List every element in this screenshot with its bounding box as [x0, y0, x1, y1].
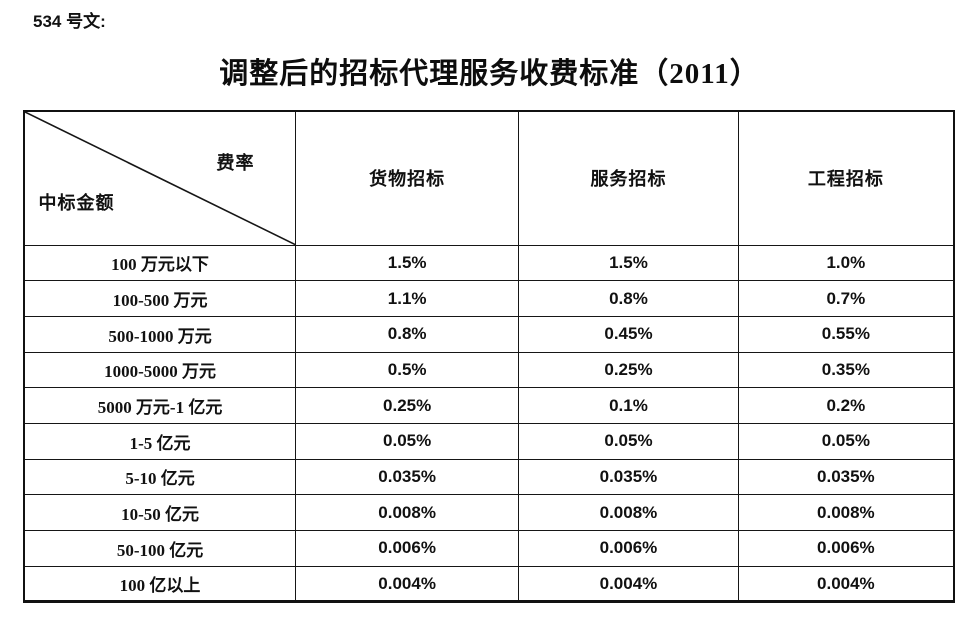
rate-cell: 0.2%: [737, 387, 955, 424]
table-row: 1000-5000 万元 0.5% 0.25% 0.35%: [23, 351, 955, 389]
doc-number-label: 534 号文:: [33, 12, 106, 31]
row-label-cell: 1000-5000 万元: [23, 351, 297, 389]
rate-cell: 0.1%: [518, 387, 739, 424]
rate-cell: 0.008%: [518, 494, 739, 531]
rate-cell: 0.035%: [295, 458, 520, 496]
corner-label-rate: 费率: [216, 153, 255, 174]
page-title: 调整后的招标代理服务收费标准（2011）: [219, 58, 760, 90]
rate-cell: 0.035%: [737, 458, 955, 496]
rate-cell: 0.006%: [737, 530, 955, 567]
rate-cell: 0.05%: [737, 422, 955, 460]
row-label-cell: 100-500 万元: [23, 280, 297, 317]
rate-cell: 0.35%: [737, 351, 955, 389]
rate-cell: 0.8%: [295, 315, 520, 353]
row-label-cell: 500-1000 万元: [23, 315, 297, 353]
rate-cell: 0.25%: [518, 351, 739, 389]
table-row: 5-10 亿元 0.035% 0.035% 0.035%: [23, 458, 955, 496]
rate-cell: 0.006%: [295, 530, 520, 567]
row-label-cell: 10-50 亿元: [23, 494, 297, 531]
rate-cell: 0.8%: [518, 280, 739, 317]
corner-label-amount: 中标金额: [38, 193, 115, 214]
rate-cell: 0.035%: [518, 458, 739, 496]
rate-cell: 0.008%: [737, 494, 955, 531]
column-header-engineering: 工程招标: [737, 110, 955, 246]
table-row: 10-50 亿元 0.008% 0.008% 0.008%: [23, 494, 955, 531]
table-row: 50-100 亿元 0.006% 0.006% 0.006%: [23, 530, 955, 567]
rate-cell: 0.7%: [737, 280, 955, 317]
rate-cell: 1.0%: [737, 244, 955, 282]
rate-cell: 0.008%: [295, 494, 520, 531]
rate-cell: 0.004%: [295, 565, 520, 603]
rate-cell: 0.45%: [518, 315, 739, 353]
rate-cell: 0.05%: [295, 422, 520, 460]
row-label-cell: 1-5 亿元: [23, 422, 297, 460]
row-label-cell: 5000 万元-1 亿元: [23, 387, 297, 424]
column-header-services: 服务招标: [518, 110, 739, 246]
diagonal-divider-line: [25, 112, 295, 245]
rate-cell: 0.05%: [518, 422, 739, 460]
table-header-row: 费率 中标金额 货物招标 服务招标 工程招标: [23, 110, 955, 246]
rate-cell: 1.1%: [295, 280, 520, 317]
rate-cell: 0.006%: [518, 530, 739, 567]
table-row: 5000 万元-1 亿元 0.25% 0.1% 0.2%: [23, 387, 955, 424]
table-row: 100 万元以下 1.5% 1.5% 1.0%: [23, 244, 955, 282]
rate-cell: 0.004%: [737, 565, 955, 603]
rate-cell: 0.004%: [518, 565, 739, 603]
rate-cell: 0.55%: [737, 315, 955, 353]
table-row: 1-5 亿元 0.05% 0.05% 0.05%: [23, 422, 955, 460]
table-row: 500-1000 万元 0.8% 0.45% 0.55%: [23, 315, 955, 353]
rate-cell: 1.5%: [518, 244, 739, 282]
row-label-cell: 5-10 亿元: [23, 458, 297, 496]
rate-cell: 0.5%: [295, 351, 520, 389]
row-label-cell: 100 亿以上: [23, 565, 297, 603]
rate-cell: 1.5%: [295, 244, 520, 282]
row-label-cell: 50-100 亿元: [23, 530, 297, 567]
row-label-cell: 100 万元以下: [23, 244, 297, 282]
table-row: 100 亿以上 0.004% 0.004% 0.004%: [23, 565, 955, 603]
table-row: 100-500 万元 1.1% 0.8% 0.7%: [23, 280, 955, 317]
rate-cell: 0.25%: [295, 387, 520, 424]
fee-rate-table: 费率 中标金额 货物招标 服务招标 工程招标 100 万元以下 1.5% 1.5…: [23, 110, 955, 604]
fee-table-container: 费率 中标金额 货物招标 服务招标 工程招标 100 万元以下 1.5% 1.5…: [23, 110, 955, 604]
corner-header-cell: 费率 中标金额: [23, 110, 297, 246]
column-header-goods: 货物招标: [295, 110, 520, 246]
